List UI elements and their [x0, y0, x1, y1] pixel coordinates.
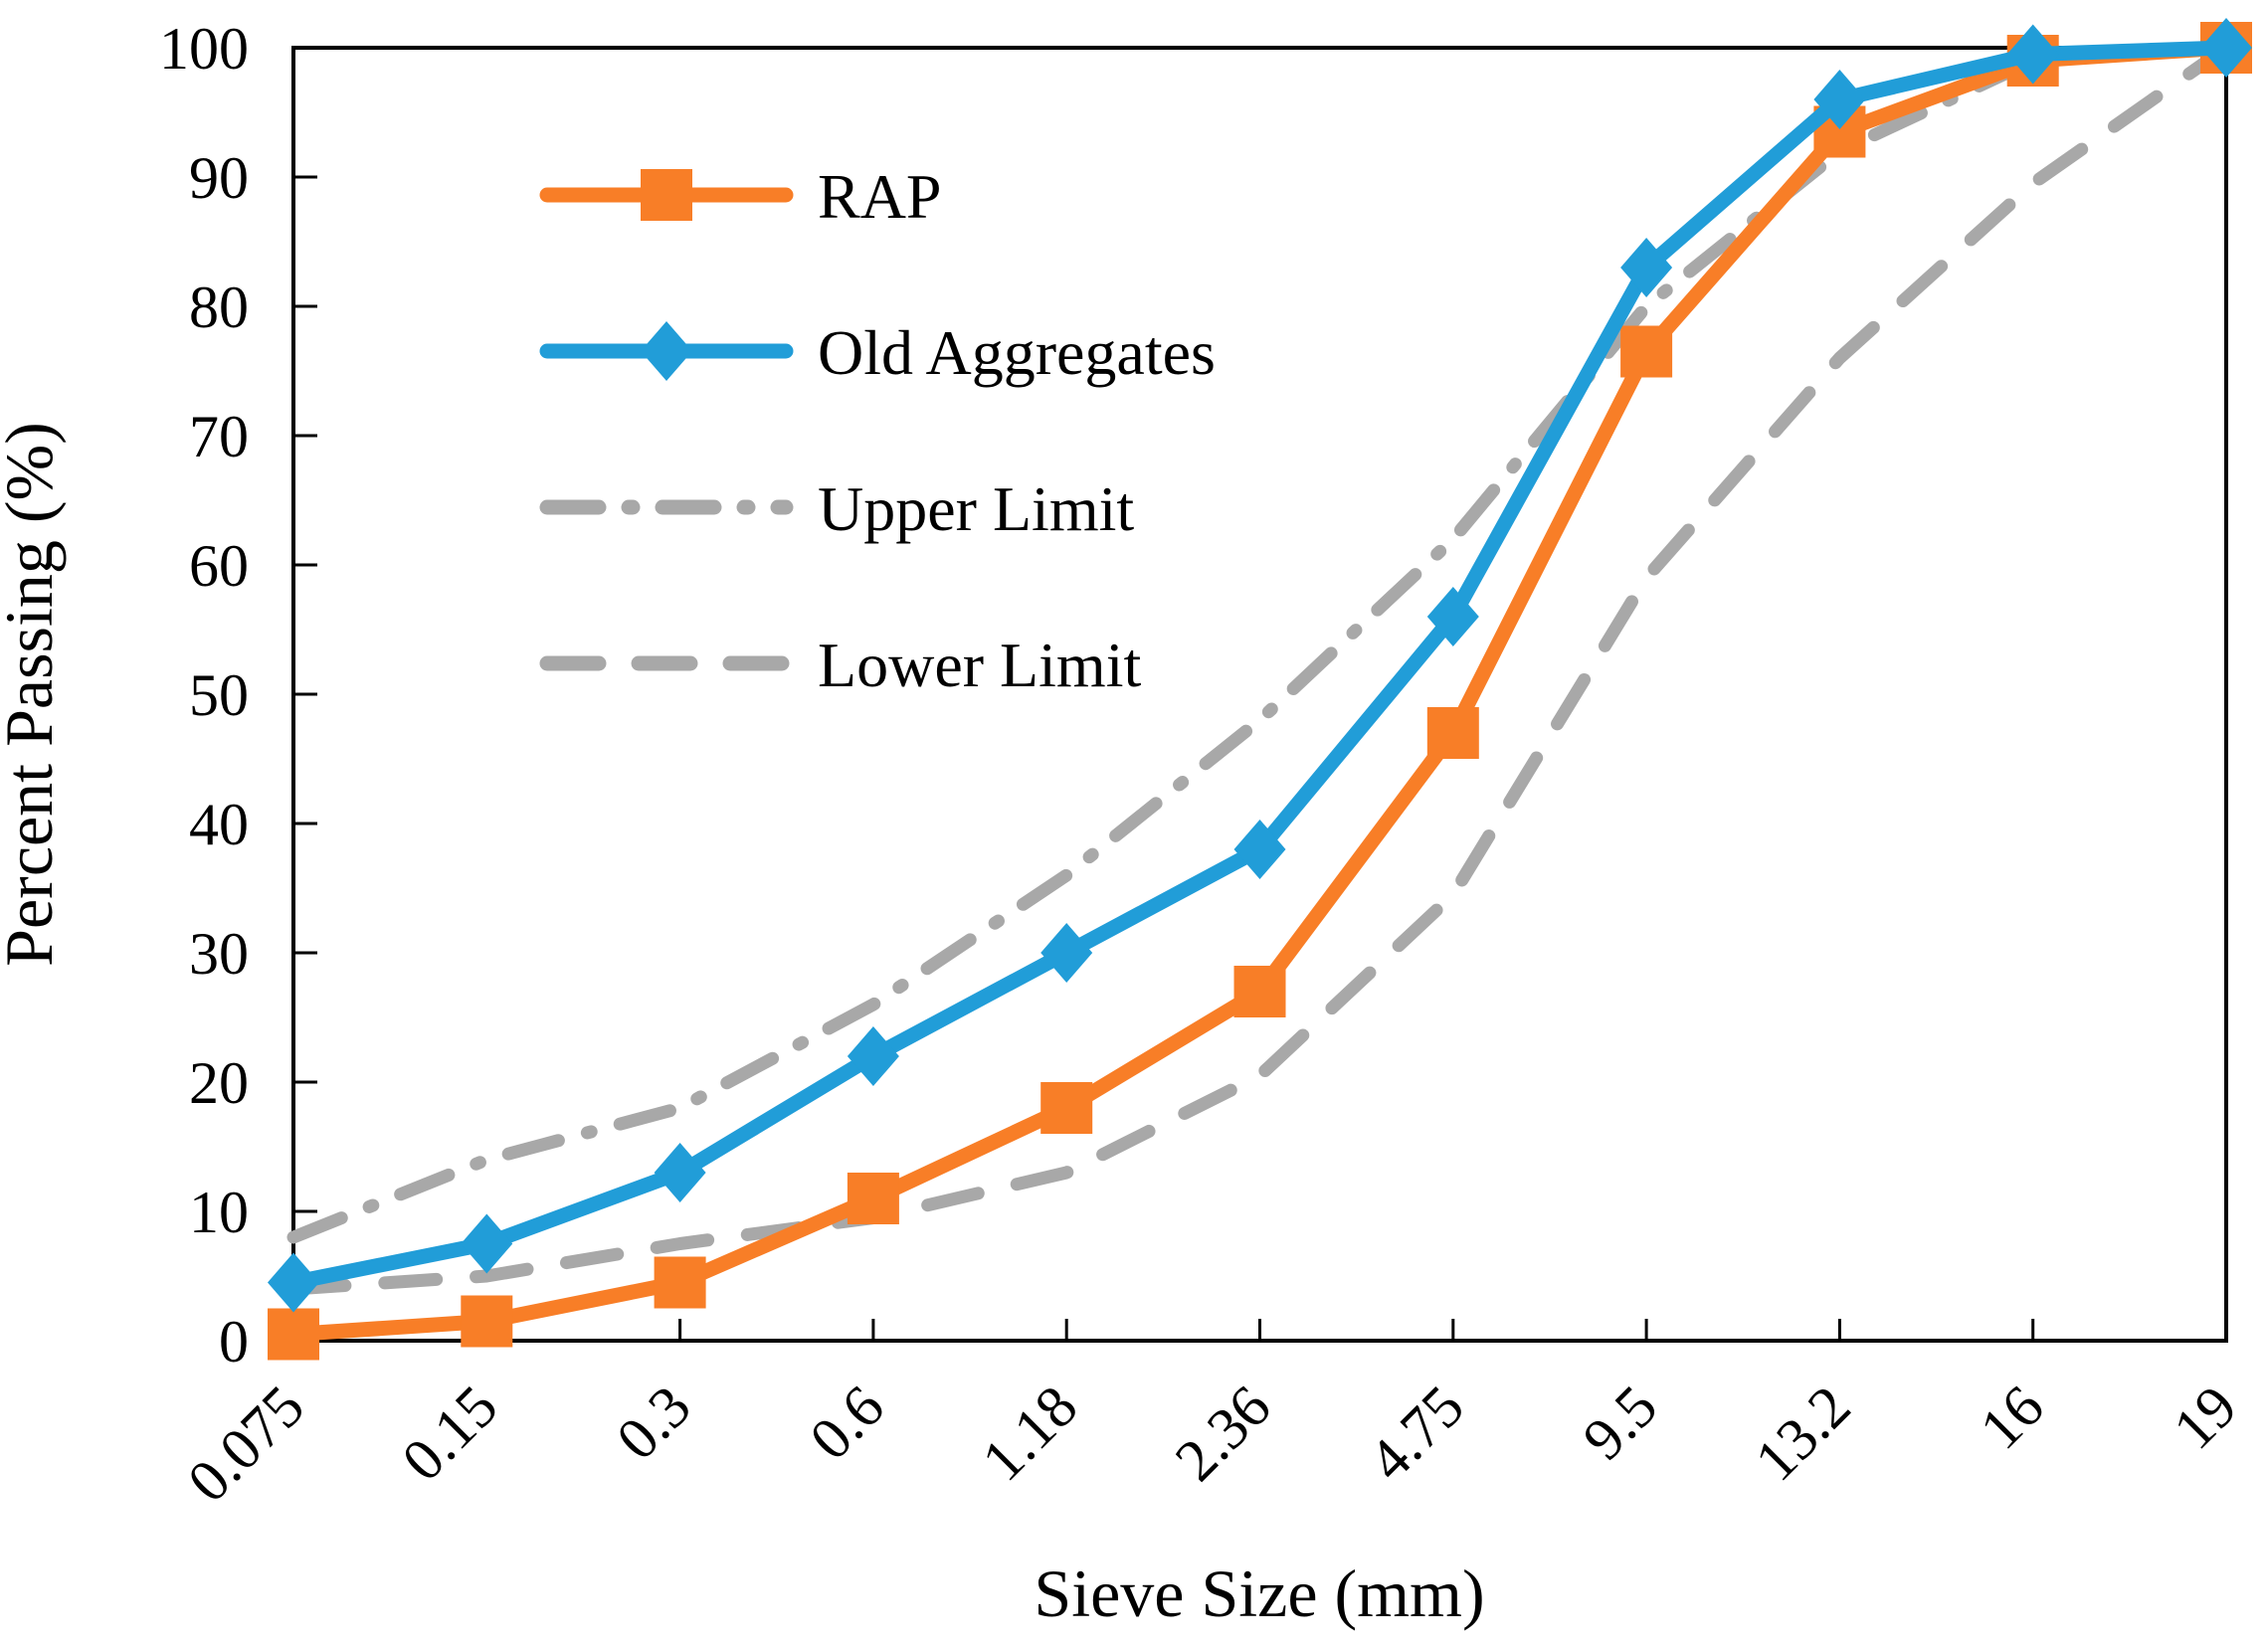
x-tick-label: 19 [2161, 1374, 2249, 1462]
series-upper-limit [286, 41, 2233, 1244]
legend: RAP Old Aggregates Upper Limit Lower Limit [539, 161, 1216, 700]
legend-item-old-aggregates: Old Aggregates [539, 317, 1216, 388]
legend-marker-old-aggregates [641, 321, 692, 381]
y-tick-label: 20 [189, 1050, 249, 1116]
marker-rap [1233, 966, 1286, 1017]
y-tick-label: 70 [189, 404, 249, 469]
series-lower-limit [286, 41, 2233, 1296]
legend-label-upper-limit: Upper Limit [818, 473, 1134, 544]
y-tick-label: 80 [189, 275, 249, 340]
legend-label-rap: RAP [818, 161, 942, 232]
x-tick-label: 13.2 [1743, 1374, 1863, 1494]
marker-old-aggregates [268, 1252, 319, 1313]
marker-old-aggregates [1426, 587, 1479, 646]
legend-label-lower-limit: Lower Limit [818, 630, 1141, 700]
marker-old-aggregates [1620, 238, 1673, 297]
x-tick-label: 9.5 [1571, 1374, 1670, 1473]
marker-rap [847, 1173, 899, 1224]
x-tick-label: 0.3 [604, 1374, 703, 1473]
marker-rap [1040, 1082, 1093, 1134]
x-tick-label: 1.18 [969, 1374, 1089, 1494]
marker-old-aggregates [1040, 923, 1093, 983]
y-tick-label: 10 [189, 1180, 249, 1245]
marker-rap [1426, 707, 1479, 759]
x-tick-label: 4.75 [1356, 1374, 1476, 1494]
marker-old-aggregates [847, 1026, 899, 1086]
marker-old-aggregates [2006, 24, 2059, 85]
y-tick-label: 90 [189, 145, 249, 211]
plot-border [291, 46, 2228, 1343]
marker-old-aggregates [654, 1143, 706, 1202]
x-tick-label: 0.075 [175, 1374, 316, 1515]
legend-label-old-aggregates: Old Aggregates [818, 317, 1216, 388]
marker-old-aggregates [1813, 70, 1866, 129]
marker-rap [268, 1308, 319, 1361]
x-tick-label: 16 [1968, 1374, 2056, 1462]
series-line-rap [285, 40, 2234, 1342]
x-tick-label: 0.15 [390, 1374, 510, 1494]
y-tick-label: 100 [159, 16, 249, 82]
series-old-aggregates [268, 18, 2252, 1313]
y-tick-label: 40 [189, 792, 249, 857]
marker-rap [461, 1295, 513, 1348]
marker-rap [1620, 325, 1673, 378]
y-tick-label: 50 [189, 662, 249, 728]
y-axis-title: Percent Passing (%) [0, 422, 67, 967]
x-axis-title: Sieve Size (mm) [1034, 1556, 1484, 1631]
marker-old-aggregates [2200, 18, 2252, 78]
series-rap [268, 22, 2252, 1361]
x-tick-label: 0.6 [797, 1374, 896, 1473]
legend-item-rap: RAP [539, 161, 942, 232]
x-tick-label: 2.36 [1163, 1374, 1283, 1494]
marker-old-aggregates [461, 1213, 513, 1274]
series-line-upper-limit [286, 41, 2233, 1244]
y-tick-label: 30 [189, 921, 249, 987]
y-tick-label: 0 [219, 1309, 249, 1375]
legend-item-upper-limit: Upper Limit [539, 473, 1134, 544]
legend-marker-rap [641, 169, 692, 221]
legend-item-lower-limit: Lower Limit [539, 630, 1141, 700]
marker-old-aggregates [1233, 820, 1286, 879]
y-tick-label: 60 [189, 533, 249, 599]
marker-rap [654, 1256, 706, 1309]
series-line-lower-limit [286, 41, 2233, 1296]
